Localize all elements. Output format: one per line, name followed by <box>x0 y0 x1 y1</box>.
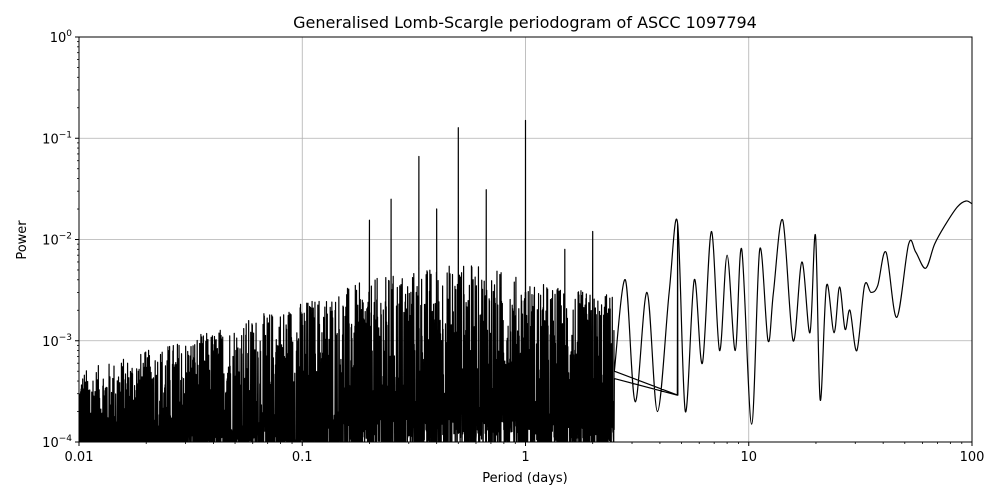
plot-frame <box>78 36 973 443</box>
y-axis-label: Power <box>15 220 30 260</box>
y-tick-label: 10−1 <box>42 130 72 147</box>
x-tick-label: 0.01 <box>65 450 94 465</box>
y-tick-label: 100 <box>50 29 73 46</box>
y-tick-label: 10−3 <box>42 333 72 350</box>
y-tick-label: 10−2 <box>42 232 72 249</box>
series-line <box>79 119 972 442</box>
x-tick-label: 10 <box>740 450 757 465</box>
chart-title: Generalised Lomb-Scargle periodogram of … <box>293 13 757 32</box>
x-tick-label: 1 <box>521 450 529 465</box>
axis-ticks: 0.01 0.1 1 10 100 10−4 10−3 10−2 10−1 100 <box>42 29 984 465</box>
y-tick-label: 10−4 <box>42 434 72 451</box>
x-tick-label: 0.1 <box>292 450 313 465</box>
x-axis-label: Period (days) <box>482 471 568 486</box>
x-tick-label: 100 <box>960 450 985 465</box>
